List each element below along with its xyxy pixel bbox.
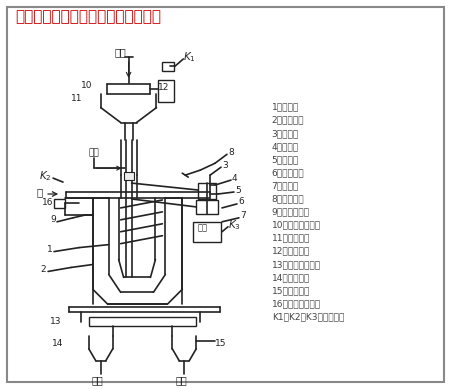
- Text: 15: 15: [215, 339, 226, 348]
- Bar: [158, 80, 175, 102]
- Text: 精矿: 精矿: [175, 375, 187, 385]
- Text: 给矿: 给矿: [115, 47, 127, 57]
- Text: K1，K2，K3：控制机构: K1，K2，K3：控制机构: [272, 312, 344, 321]
- Text: 9：冲洗水嘴；: 9：冲洗水嘴；: [272, 207, 310, 217]
- Text: 尾矿: 尾矿: [92, 375, 104, 385]
- Text: 昆明矿机系列离心选矿机结构示意图: 昆明矿机系列离心选矿机结构示意图: [15, 9, 161, 25]
- Bar: [193, 222, 221, 242]
- Text: 电机: 电机: [197, 223, 207, 232]
- Text: 6: 6: [238, 198, 244, 207]
- Text: 13：排矿分配器；: 13：排矿分配器；: [272, 260, 321, 269]
- Text: 回浆: 回浆: [89, 148, 100, 157]
- Bar: [54, 199, 65, 208]
- Text: 14：尾矿槽；: 14：尾矿槽；: [272, 273, 310, 282]
- Text: 3：底盘；: 3：底盘；: [272, 129, 299, 138]
- Text: 水: 水: [36, 187, 42, 197]
- Text: 1：转鼓；: 1：转鼓；: [272, 103, 299, 112]
- Text: 7: 7: [240, 211, 246, 220]
- Bar: [196, 200, 218, 214]
- Text: 5：轴承；: 5：轴承；: [272, 155, 299, 164]
- Text: 2：防护罩；: 2：防护罩；: [272, 116, 304, 125]
- Text: 10: 10: [81, 81, 93, 90]
- Text: 8: 8: [228, 148, 234, 157]
- Text: 11: 11: [71, 94, 83, 103]
- Text: 7：电机；: 7：电机；: [272, 181, 299, 190]
- Text: 2: 2: [41, 265, 46, 274]
- Bar: [162, 62, 175, 71]
- Text: 4: 4: [232, 173, 238, 182]
- Bar: [89, 317, 196, 326]
- Text: 14: 14: [51, 339, 63, 348]
- Bar: [198, 183, 216, 199]
- Text: 8：给矿嘴；: 8：给矿嘴；: [272, 194, 304, 203]
- Text: 13: 13: [50, 317, 61, 326]
- Text: 15：精矿槽；: 15：精矿槽；: [272, 286, 310, 295]
- Text: $K_3$: $K_3$: [228, 218, 241, 232]
- Bar: [124, 172, 133, 180]
- Text: 12：日接槽；: 12：日接槽；: [272, 247, 310, 256]
- Text: 6：皮带轮；: 6：皮带轮；: [272, 168, 304, 177]
- Text: 9: 9: [51, 216, 56, 224]
- Text: 4：主轴；: 4：主轴；: [272, 142, 299, 151]
- Text: 12: 12: [158, 83, 170, 92]
- Text: 16：高压水阀门；: 16：高压水阀门；: [272, 299, 321, 308]
- Text: $K_1$: $K_1$: [183, 50, 196, 64]
- Text: 5: 5: [235, 186, 241, 194]
- Text: 10：给矿分配器；: 10：给矿分配器；: [272, 221, 321, 230]
- Text: 1: 1: [47, 245, 53, 254]
- Text: $K_2$: $K_2$: [39, 169, 52, 183]
- Text: 16: 16: [41, 198, 53, 207]
- Text: 3: 3: [222, 161, 228, 170]
- Text: 11：给矿槽；: 11：给矿槽；: [272, 234, 310, 243]
